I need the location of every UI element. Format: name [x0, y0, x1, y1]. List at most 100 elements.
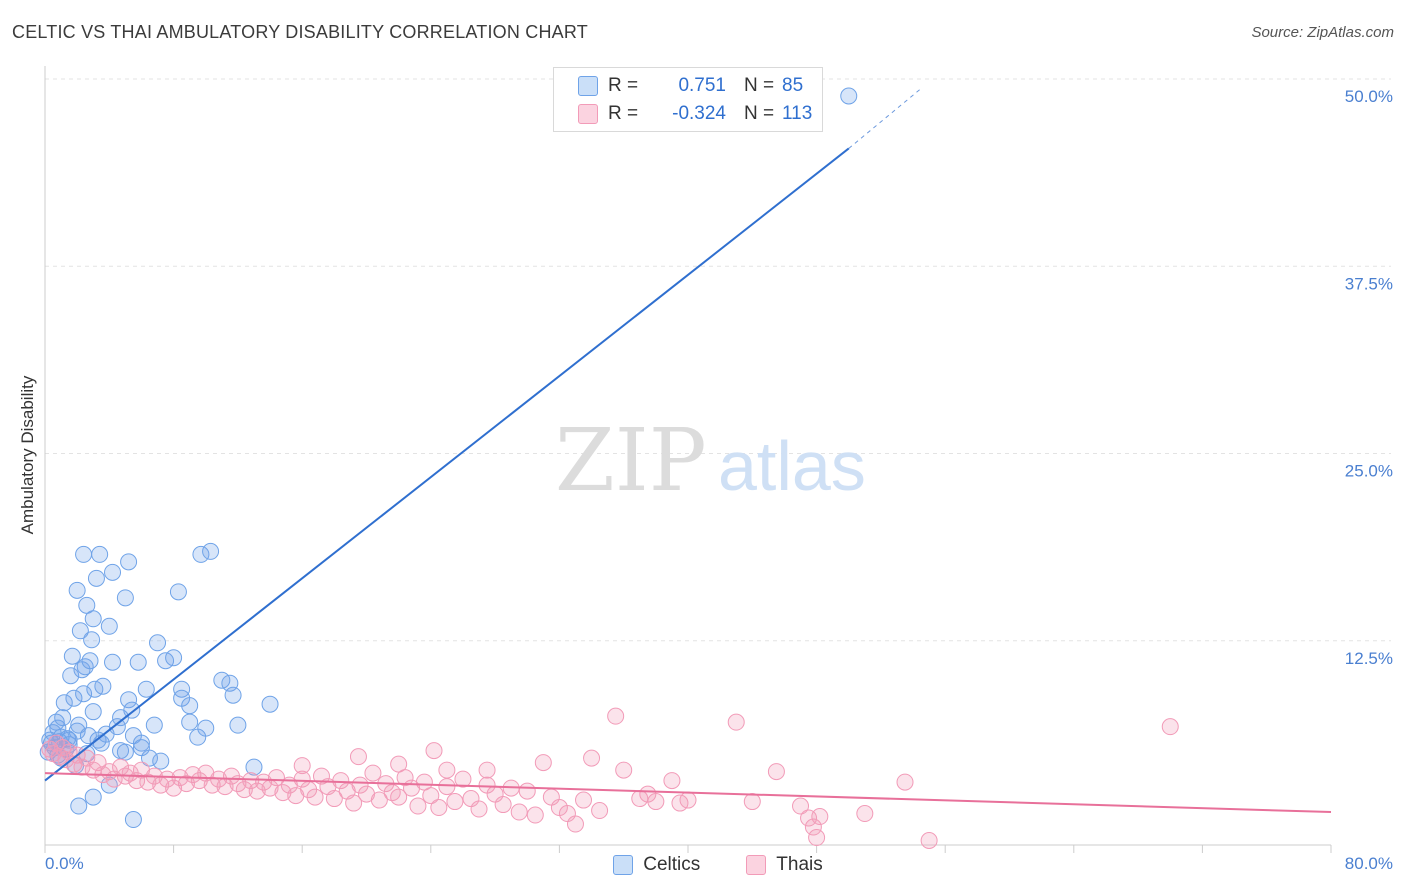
- n-label: N =: [744, 75, 775, 96]
- celtics-point: [124, 811, 142, 829]
- celtics-point: [84, 788, 102, 806]
- thais-point: [255, 773, 273, 791]
- thais-point: [478, 761, 496, 779]
- celtics-point: [112, 709, 130, 727]
- celtics-point: [75, 545, 93, 563]
- celtics-point: [71, 622, 89, 640]
- thais-point: [767, 763, 785, 781]
- thais-point: [575, 791, 593, 809]
- thais-point: [526, 806, 544, 824]
- thais-point: [679, 791, 697, 809]
- celtics-point: [261, 695, 279, 713]
- legend-item-celtics[interactable]: Celtics: [613, 852, 700, 878]
- y-axis-label: Ambulatory Disability: [18, 375, 37, 535]
- tick-labels: 50.0% 37.5% 25.0% 12.5% 0.0% 80.0%: [45, 87, 1393, 873]
- thais-swatch: [578, 104, 598, 124]
- thais-point: [856, 805, 874, 823]
- thais-point: [1161, 718, 1179, 736]
- celtics-point: [75, 685, 93, 703]
- celtics-point: [173, 680, 191, 698]
- thais-point: [177, 775, 195, 793]
- celtics-point: [81, 652, 99, 670]
- legend-label: Thais: [776, 854, 823, 875]
- thais-point: [351, 776, 369, 794]
- thais-point: [727, 713, 745, 731]
- thais-point: [390, 755, 408, 773]
- thais-point: [615, 761, 633, 779]
- thais-point: [446, 793, 464, 811]
- celtics-point: [83, 631, 101, 649]
- thais-point: [534, 754, 552, 772]
- celtics-point: [120, 553, 138, 571]
- thais-point: [139, 773, 157, 791]
- celtics-point: [108, 718, 126, 736]
- celtics-point: [202, 542, 220, 560]
- thais-point: [607, 707, 625, 725]
- celtics-point: [149, 634, 167, 652]
- celtics-trend-line: [44, 147, 850, 782]
- celtics-point: [63, 647, 81, 665]
- thais-point: [422, 787, 440, 805]
- celtics-point: [49, 719, 67, 737]
- thais-point: [647, 793, 665, 811]
- thais-point: [804, 818, 822, 836]
- celtics-point: [104, 653, 122, 671]
- thais-point: [438, 778, 456, 796]
- celtics-point: [245, 758, 263, 776]
- celtics-point: [152, 752, 170, 770]
- thais-point: [248, 782, 266, 800]
- thais-point: [518, 782, 536, 800]
- thais-point: [425, 742, 443, 760]
- celtics-point: [116, 589, 134, 607]
- stats-row-thais: R = -0.324 N = 113: [578, 102, 812, 126]
- celtics-point: [116, 743, 134, 761]
- n-value: 113: [782, 103, 813, 124]
- celtics-point: [100, 617, 118, 635]
- celtics-point: [129, 653, 147, 671]
- celtics-point: [70, 797, 88, 815]
- thais-point: [896, 773, 914, 791]
- legend-swatch-celtics: [613, 855, 634, 875]
- watermark-atlas: atlas: [718, 427, 866, 505]
- y-tick-label: 37.5%: [1345, 274, 1393, 293]
- celtics-point: [169, 583, 187, 601]
- thais-point: [811, 808, 829, 826]
- celtics-swatch: [578, 76, 598, 96]
- celtics-point: [44, 724, 62, 742]
- thais-point: [242, 772, 260, 790]
- watermark-zip: ZIP: [555, 411, 707, 511]
- thais-point: [454, 770, 472, 788]
- y-tick-label: 50.0%: [1345, 87, 1393, 106]
- r-value: 0.751: [678, 75, 726, 96]
- thais-point: [920, 832, 938, 850]
- legend-swatch-thais: [746, 855, 767, 875]
- celtics-point: [165, 649, 183, 667]
- thais-point: [345, 794, 363, 812]
- thais-point: [663, 772, 681, 790]
- stats-box: R = 0.751 N = 85 R = -0.324 N = 113: [553, 67, 823, 132]
- thais-point: [349, 748, 367, 766]
- axes: [44, 66, 1332, 853]
- thais-point: [332, 772, 350, 790]
- celtics-point: [68, 581, 86, 599]
- celtics-point: [192, 545, 210, 563]
- thais-point: [306, 788, 324, 806]
- celtics-point: [70, 716, 88, 734]
- thais-point: [267, 769, 285, 787]
- celtics-point: [840, 87, 858, 105]
- legend-item-thais[interactable]: Thais: [746, 852, 823, 878]
- thais-point: [325, 790, 343, 808]
- trend-lines: [44, 88, 1332, 814]
- celtics-point: [84, 610, 102, 628]
- celtics-point: [229, 716, 247, 734]
- thais-point: [158, 770, 176, 788]
- celtics-point: [120, 691, 138, 709]
- thais-point: [293, 757, 311, 775]
- thais-point: [743, 793, 761, 811]
- celtics-point: [132, 734, 150, 752]
- celtics-point: [55, 694, 73, 712]
- celtics-point: [54, 709, 72, 727]
- n-label: N =: [744, 103, 775, 124]
- celtics-point: [137, 680, 155, 698]
